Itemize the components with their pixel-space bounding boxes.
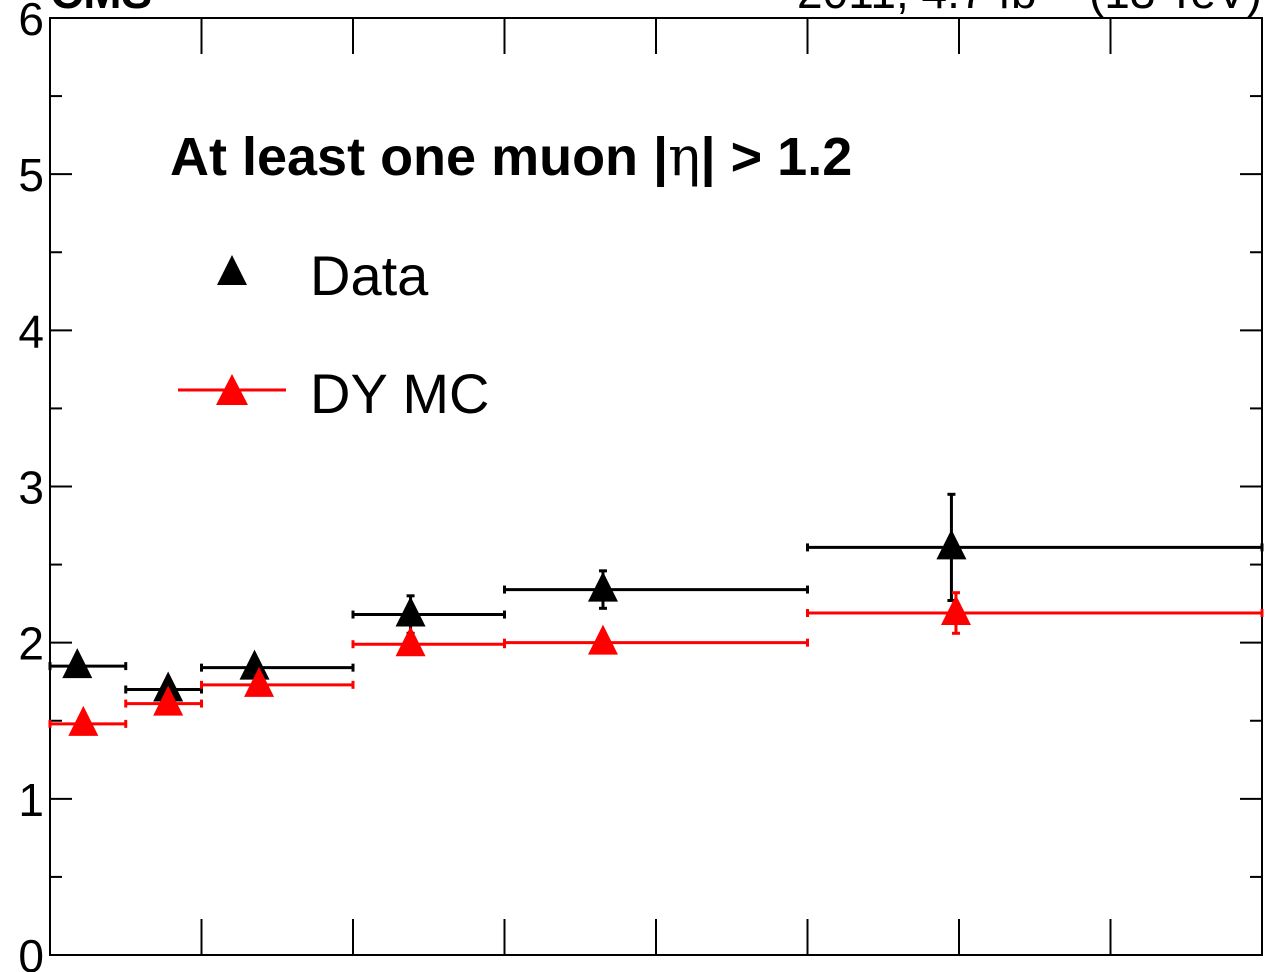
y-tick-label: 0 [18,930,44,972]
data-point-marker [936,529,967,560]
experiment-label: CMS [50,0,152,18]
y-tick-labels: 0 1 2 3 4 5 6 [18,0,44,972]
data-point-marker [587,624,618,655]
data-point-marker [395,626,426,657]
data-point-marker [239,649,270,680]
data-point-marker [244,666,275,697]
data-point-marker [587,571,618,602]
series-data [48,492,1264,702]
legend: Data DY MC [178,244,489,425]
y-tick-label: 6 [18,0,44,45]
data-point-marker [153,685,184,716]
y-tick-label: 1 [18,774,44,826]
series-dy-mc [48,591,1264,736]
annotation-suffix: | > 1.2 [701,127,853,188]
annotation-eta-symbol: η [668,125,700,188]
series-layer [48,492,1264,736]
selection-annotation: At least one muon |η| > 1.2 [170,125,852,188]
legend-marker-data [217,255,247,285]
legend-marker-mc [216,374,248,405]
data-point-marker [68,705,99,736]
legend-label-mc: DY MC [310,362,489,425]
data-point-marker [940,594,971,625]
data-point-marker [395,596,426,627]
data-point-marker [62,648,93,679]
axis-ticks [49,17,1263,956]
y-tick-label: 5 [18,149,44,201]
legend-label-data: Data [310,244,429,307]
luminosity-label: 2011, 4.7 fb⁻¹ (13 TeV) [797,0,1262,18]
y-tick-label: 4 [18,305,44,357]
annotation-prefix: At least one muon | [170,127,668,188]
y-tick-label: 2 [18,618,44,670]
y-tick-label: 3 [18,462,44,514]
